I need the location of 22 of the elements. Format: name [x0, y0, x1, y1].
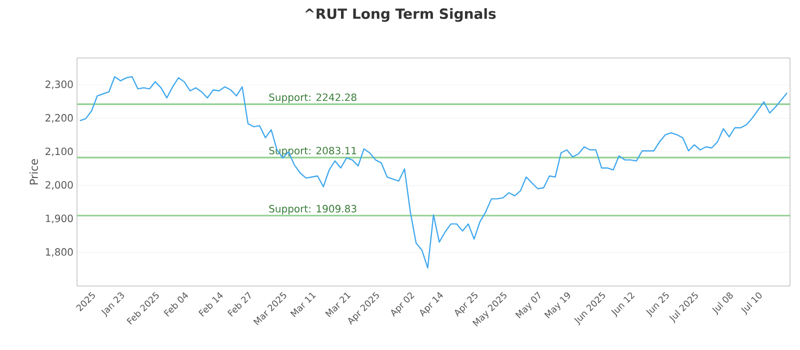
x-tick-label: Apr 02 [391, 292, 414, 317]
y-axis-title: Price [29, 159, 38, 184]
y-tick-label: 2,000 [46, 181, 73, 190]
x-tick-label: Jun 12 [611, 292, 635, 318]
x-tick-label: Apr 14 [420, 292, 443, 317]
x-tick-label: Jul 10 [741, 292, 762, 316]
x-tick-label: Jul 08 [712, 292, 733, 316]
ref-line-label: Support: 2242.28 [269, 93, 356, 103]
ref-line-label: Support: 1909.83 [269, 204, 356, 214]
x-tick-label: Jan 23 [101, 292, 124, 318]
chart-title: ^RUT Long Term Signals [305, 8, 496, 22]
x-tick-label: Jun 25 [646, 292, 669, 318]
x-tick-label: Feb 14 [198, 292, 223, 317]
x-tick-label: Feb 04 [164, 292, 188, 317]
y-tick-label: 2,300 [46, 80, 73, 90]
y-tick-label: 1,900 [46, 214, 73, 224]
y-tick-label: 2,200 [46, 114, 73, 123]
x-tick-label: Apr 25 [454, 292, 478, 317]
x-tick-label: Feb 27 [227, 292, 251, 317]
x-tick-label: Mar 11 [290, 292, 316, 318]
y-tick-label: 2,100 [46, 148, 73, 156]
y-tick-label: 1,800 [46, 248, 73, 257]
